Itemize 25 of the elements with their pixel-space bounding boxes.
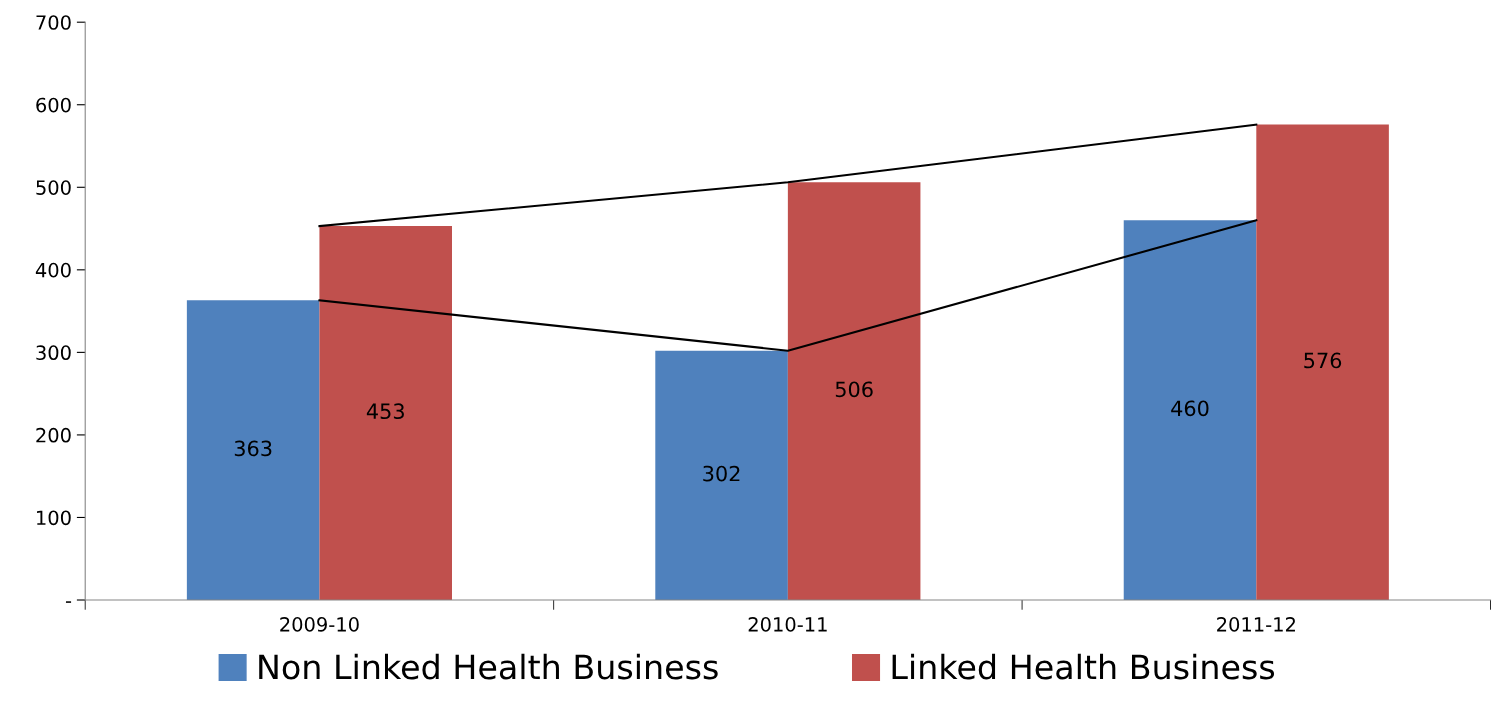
bar bbox=[787, 182, 921, 601]
y-tick-label: - bbox=[65, 601, 72, 603]
x-tick-label: 2010-11 bbox=[748, 617, 827, 632]
y-tick-label: 600 bbox=[36, 97, 71, 113]
data-label: 576 bbox=[1304, 352, 1342, 369]
bar bbox=[655, 350, 788, 601]
y-tick-label: 500 bbox=[36, 180, 71, 195]
x-tick-label: 2009-10 bbox=[280, 617, 359, 632]
data-label: 453 bbox=[366, 403, 404, 420]
legend-label: Non Linked Health Business bbox=[259, 653, 718, 680]
bar bbox=[1123, 220, 1257, 601]
data-label: 506 bbox=[835, 381, 873, 398]
y-tick-label: 300 bbox=[36, 345, 71, 361]
legend-label: Linked Health Business bbox=[892, 653, 1275, 680]
bar bbox=[1256, 124, 1389, 601]
data-label: 302 bbox=[703, 465, 740, 482]
y-tick-label: 100 bbox=[37, 510, 71, 526]
bar bbox=[319, 226, 452, 601]
x-tick-label: 2011-12 bbox=[1217, 617, 1295, 632]
data-label: 460 bbox=[1171, 400, 1209, 417]
y-tick-label: 400 bbox=[35, 262, 71, 278]
data-label: 363 bbox=[234, 440, 272, 457]
y-tick-label: 200 bbox=[36, 427, 71, 443]
y-tick-label: 700 bbox=[36, 15, 71, 30]
bar bbox=[186, 300, 320, 601]
